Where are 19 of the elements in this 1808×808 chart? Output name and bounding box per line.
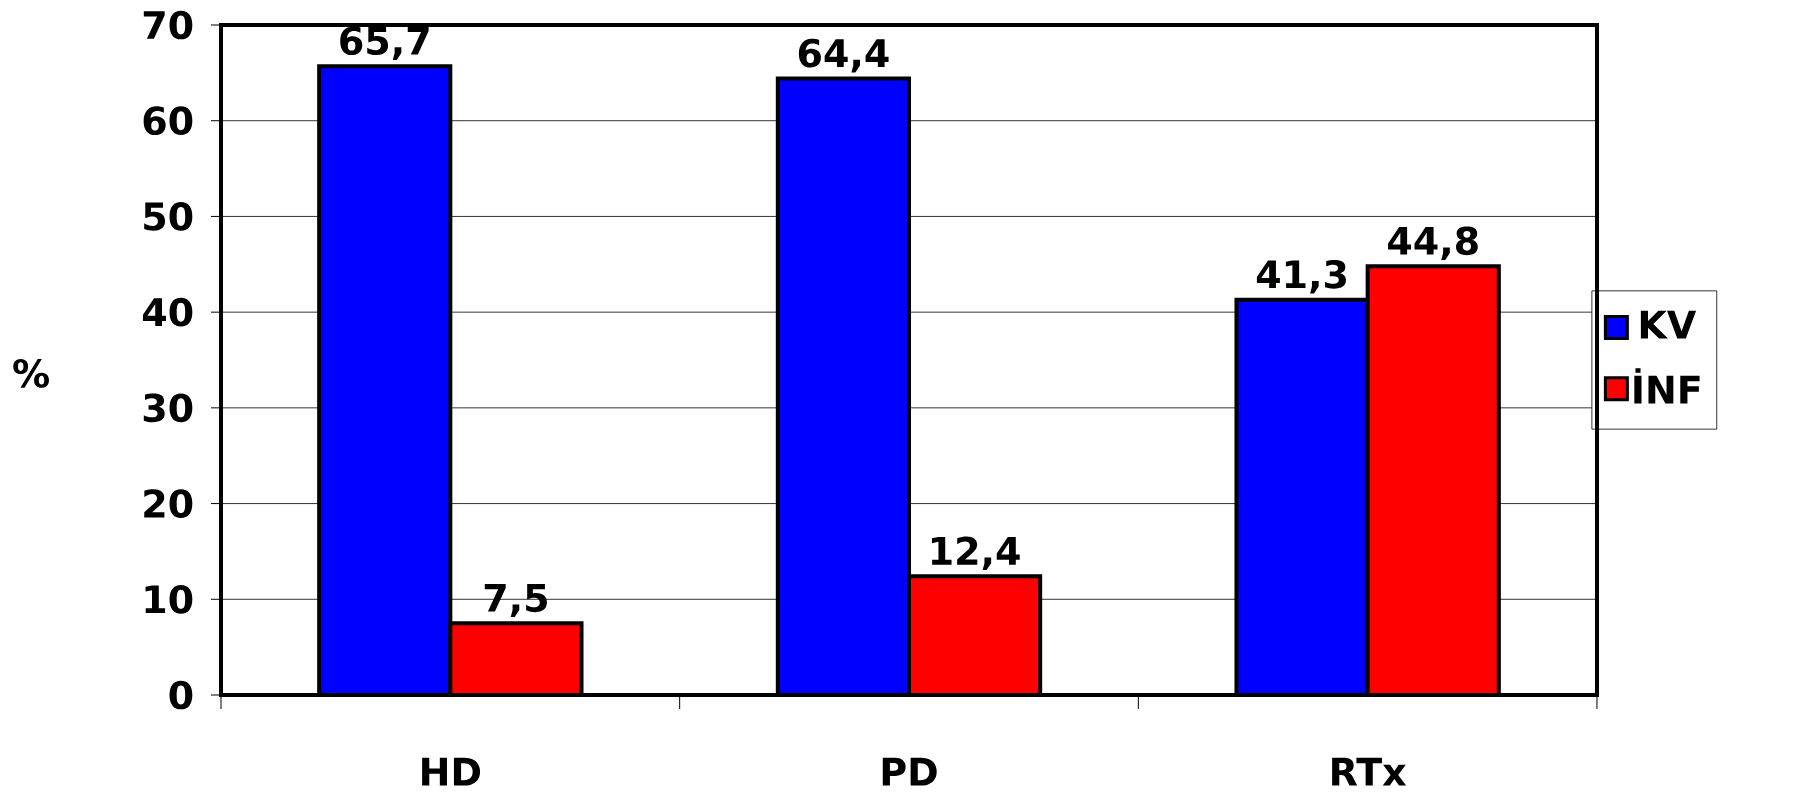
y-tick-label: 70 [143, 10, 193, 40]
x-tick-label: RTx [1332, 757, 1407, 786]
legend-label: KV [1640, 310, 1697, 339]
y-tick-label: 30 [143, 393, 193, 423]
legend-label: İNF [1634, 368, 1700, 404]
data-label: 44,8 [1388, 226, 1478, 261]
y-tick-label: 50 [144, 202, 193, 231]
y-tick-label: 0 [169, 680, 193, 710]
y-axis-title: % [13, 359, 49, 388]
y-tick-label: 10 [145, 584, 193, 614]
x-tick-label: PD [882, 757, 937, 786]
data-label: 64,4 [798, 38, 889, 73]
y-tick-label: 60 [143, 106, 193, 136]
data-label: 41,3 [1256, 259, 1346, 294]
data-label: 12,4 [931, 536, 1020, 571]
y-tick-label: 20 [144, 489, 193, 518]
x-tick-label: HD [422, 757, 481, 786]
data-label: 65,7 [340, 26, 429, 60]
y-tick-label: 40 [142, 297, 193, 327]
